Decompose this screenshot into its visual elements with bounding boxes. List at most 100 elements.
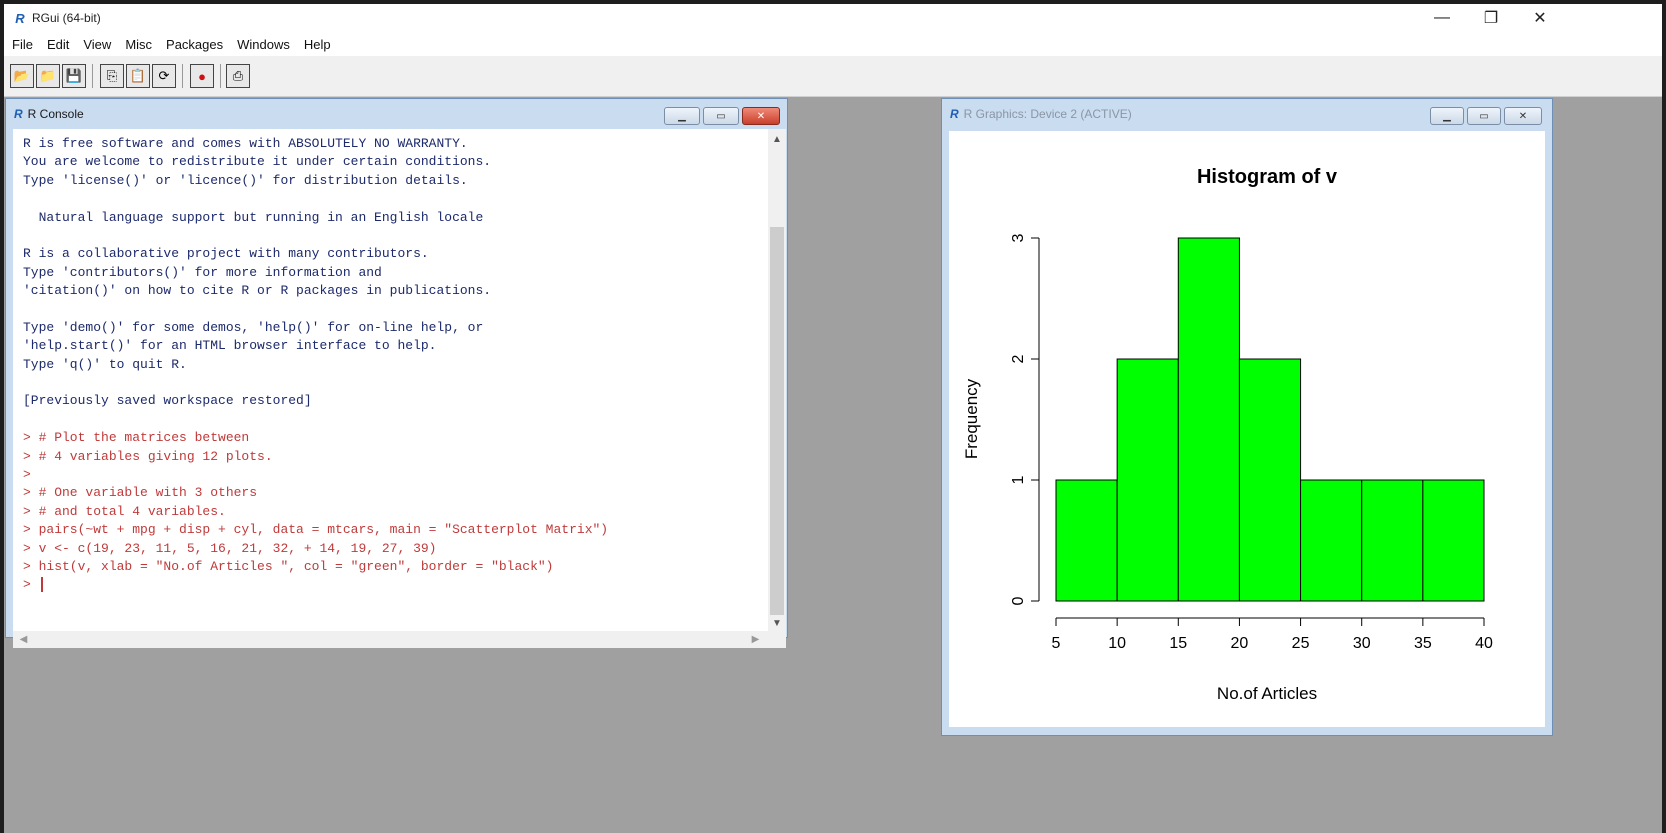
r-logo-icon: R [15,10,25,26]
rgui-app-window: R RGui (64-bit) — ❐ ✕ File Edit View Mis… [4,4,1662,833]
y-axis-label: Frequency [962,378,981,459]
x-tick-label: 30 [1353,635,1371,652]
console-title: R Console [27,107,84,121]
toolbar-separator [182,64,183,88]
console-command-line: > v <- c(19, 23, 11, 5, 16, 21, 32, + 14… [23,540,437,556]
minimize-icon: ▁ [1443,110,1451,122]
scroll-up-icon[interactable]: ▲ [772,133,782,145]
console-prompt-line: > [23,576,608,594]
console-output-line [23,190,608,208]
graphics-canvas: Histogram of v No.of Articles Frequency … [949,131,1545,727]
histogram-bar [1238,358,1302,602]
console-command-line: > # 4 variables giving 12 plots. [23,448,273,464]
y-tick-label: 0 [1010,596,1027,605]
scroll-left-icon[interactable]: ◀ [19,634,28,645]
x-tick-label: 35 [1414,635,1432,652]
y-tick-label: 1 [1010,475,1027,484]
restore-button[interactable]: ❐ [1483,10,1499,27]
graphics-maximize-button[interactable]: ▭ [1467,107,1501,125]
histogram-bar [1116,358,1179,602]
console-output-line: You are welcome to redistribute it under… [23,154,492,170]
menu-view[interactable]: View [83,36,112,52]
console-text-area[interactable]: R is free software and comes with ABSOLU… [13,129,768,631]
graphics-close-button[interactable]: ✕ [1504,107,1542,125]
console-command-line: > hist(v, xlab = "No.of Articles ", col … [23,558,554,574]
copy-button[interactable]: ⎘ [100,64,124,88]
histogram-bar [1422,479,1485,602]
minimize-button[interactable]: — [1434,9,1450,26]
print-button[interactable]: ⎙ [226,64,250,88]
toolbar: 📂 📁 💾 ⎘ 📋 ⟳ ● ⎙ [4,56,1662,97]
stop-icon: ● [198,68,206,84]
console-close-button[interactable]: ✕ [742,107,780,125]
stop-button[interactable]: ● [190,64,214,88]
graphics-minimize-button[interactable]: ▁ [1430,107,1464,125]
save-icon: 💾 [65,68,83,83]
open-folder-icon: 📂 [13,68,31,83]
console-output-line: 'citation()' on how to cite R or R packa… [23,283,492,299]
scroll-down-icon[interactable]: ▼ [772,617,782,629]
console-output-line: [Previously saved workspace restored] [23,393,312,409]
histogram-chart: Histogram of v No.of Articles Frequency … [962,166,1493,703]
close-icon: ✕ [756,110,766,122]
paste-button[interactable]: 📋 [126,64,150,88]
x-tick-label: 5 [1052,635,1061,652]
console-output-line [23,374,608,392]
y-tick-label: 2 [1010,354,1027,363]
console-output-line: Type 'q()' to quit R. [23,356,187,372]
x-axis-label: No.of Articles [1217,684,1317,703]
toolbar-separator [220,64,221,88]
scroll-right-icon[interactable]: ▶ [751,634,760,645]
console-command-line: > pairs(~wt + mpg + disp + cyl, data = m… [23,522,609,538]
y-tick-label: 3 [1010,233,1027,242]
menu-misc[interactable]: Misc [125,36,153,52]
x-tick-label: 20 [1231,635,1249,652]
console-output-line: R is a collaborative project with many c… [23,246,429,262]
menu-packages[interactable]: Packages [166,36,224,52]
console-minimize-button[interactable]: ▁ [664,107,700,125]
app-title: RGui (64-bit) [32,11,101,25]
histogram-bar [1177,237,1240,602]
load-workspace-icon: 📁 [39,68,57,83]
close-button[interactable]: ✕ [1533,10,1547,27]
r-graphics-window: R R Graphics: Device 2 (ACTIVE) ▁ ▭ ✕ Hi… [941,98,1553,736]
console-command-line: > # and total 4 variables. [23,503,226,519]
x-tick-label: 10 [1108,635,1126,652]
x-tick-label: 15 [1169,635,1187,652]
x-tick-label: 25 [1292,635,1310,652]
app-title-bar[interactable]: R RGui (64-bit) — ❐ ✕ [4,4,1662,32]
menu-windows[interactable]: Windows [237,36,290,52]
console-output: R is free software and comes with ABSOLU… [23,135,608,595]
console-output-line: Type 'license()' or 'licence()' for dist… [23,172,468,188]
load-workspace-button[interactable]: 📁 [36,64,60,88]
histogram-bar [1361,479,1424,602]
r-logo-icon: R [14,107,23,121]
menu-file[interactable]: File [12,36,33,52]
save-workspace-button[interactable]: 💾 [62,64,86,88]
refresh-icon: ⟳ [158,68,170,83]
menu-help[interactable]: Help [303,36,331,52]
menu-edit[interactable]: Edit [46,36,70,52]
maximize-icon: ▭ [1479,110,1489,122]
console-vertical-scrollbar[interactable]: ▲ ▼ [768,129,786,631]
open-script-button[interactable]: 📂 [10,64,34,88]
close-icon: ✕ [1518,110,1528,122]
copy-paste-button[interactable]: ⟳ [152,64,176,88]
print-icon: ⎙ [232,68,244,83]
console-title-bar[interactable]: R R Console [6,99,787,129]
console-horizontal-scrollbar[interactable]: ◀ ▶ [13,631,786,648]
console-output-line: R is free software and comes with ABSOLU… [23,136,468,151]
x-tick-label: 40 [1475,635,1493,652]
menu-bar: File Edit View Misc Packages Windows Hel… [4,32,1662,56]
histogram-bar [1055,479,1118,602]
r-logo-icon: R [950,107,959,121]
console-maximize-button[interactable]: ▭ [703,107,739,125]
graphics-title: R Graphics: Device 2 (ACTIVE) [963,107,1132,121]
console-output-line [23,227,608,245]
toolbar-separator [92,64,93,88]
console-output-line: Natural language support but running in … [23,209,484,225]
graphics-title-bar[interactable]: R R Graphics: Device 2 (ACTIVE) [942,99,1552,129]
console-output-line [23,301,608,319]
console-command-line: > # One variable with 3 others [23,485,258,501]
scrollbar-thumb[interactable] [770,227,784,615]
